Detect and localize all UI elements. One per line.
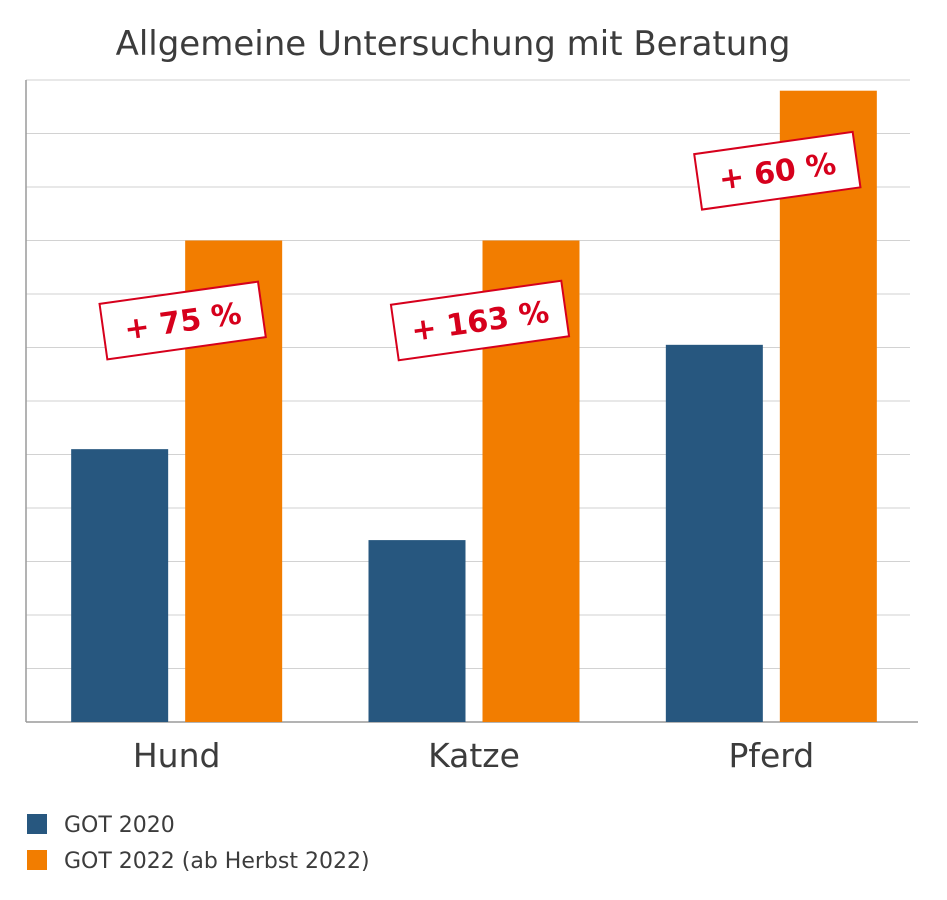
- category-labels: Hund Katze Pferd: [133, 736, 814, 775]
- bar-katze-series-1: [368, 540, 466, 722]
- category-label-pferd: Pferd: [728, 736, 814, 775]
- change-badge-box: [693, 130, 862, 211]
- change-badge-box: [98, 280, 267, 361]
- change-badge: + 163 %: [389, 279, 571, 362]
- category-label-katze: Katze: [428, 736, 520, 775]
- bar-pferd-series-1: [665, 344, 763, 722]
- legend-swatch: [27, 850, 47, 870]
- change-badges: + 75 % + 163 % + 60 %: [98, 130, 862, 362]
- change-badge: + 75 %: [98, 280, 267, 361]
- change-badge-box: [389, 279, 571, 362]
- legend-swatch: [27, 814, 47, 834]
- legend-label: GOT 2020: [64, 813, 175, 838]
- bar-hund-series-1: [71, 449, 169, 722]
- chart-title: Allgemeine Untersuchung mit Beratung: [116, 24, 791, 64]
- legend: GOT 2020 GOT 2022 (ab Herbst 2022): [27, 813, 370, 874]
- legend-label: GOT 2022 (ab Herbst 2022): [64, 849, 370, 874]
- change-badge: + 60 %: [693, 130, 862, 211]
- category-label-hund: Hund: [133, 736, 221, 775]
